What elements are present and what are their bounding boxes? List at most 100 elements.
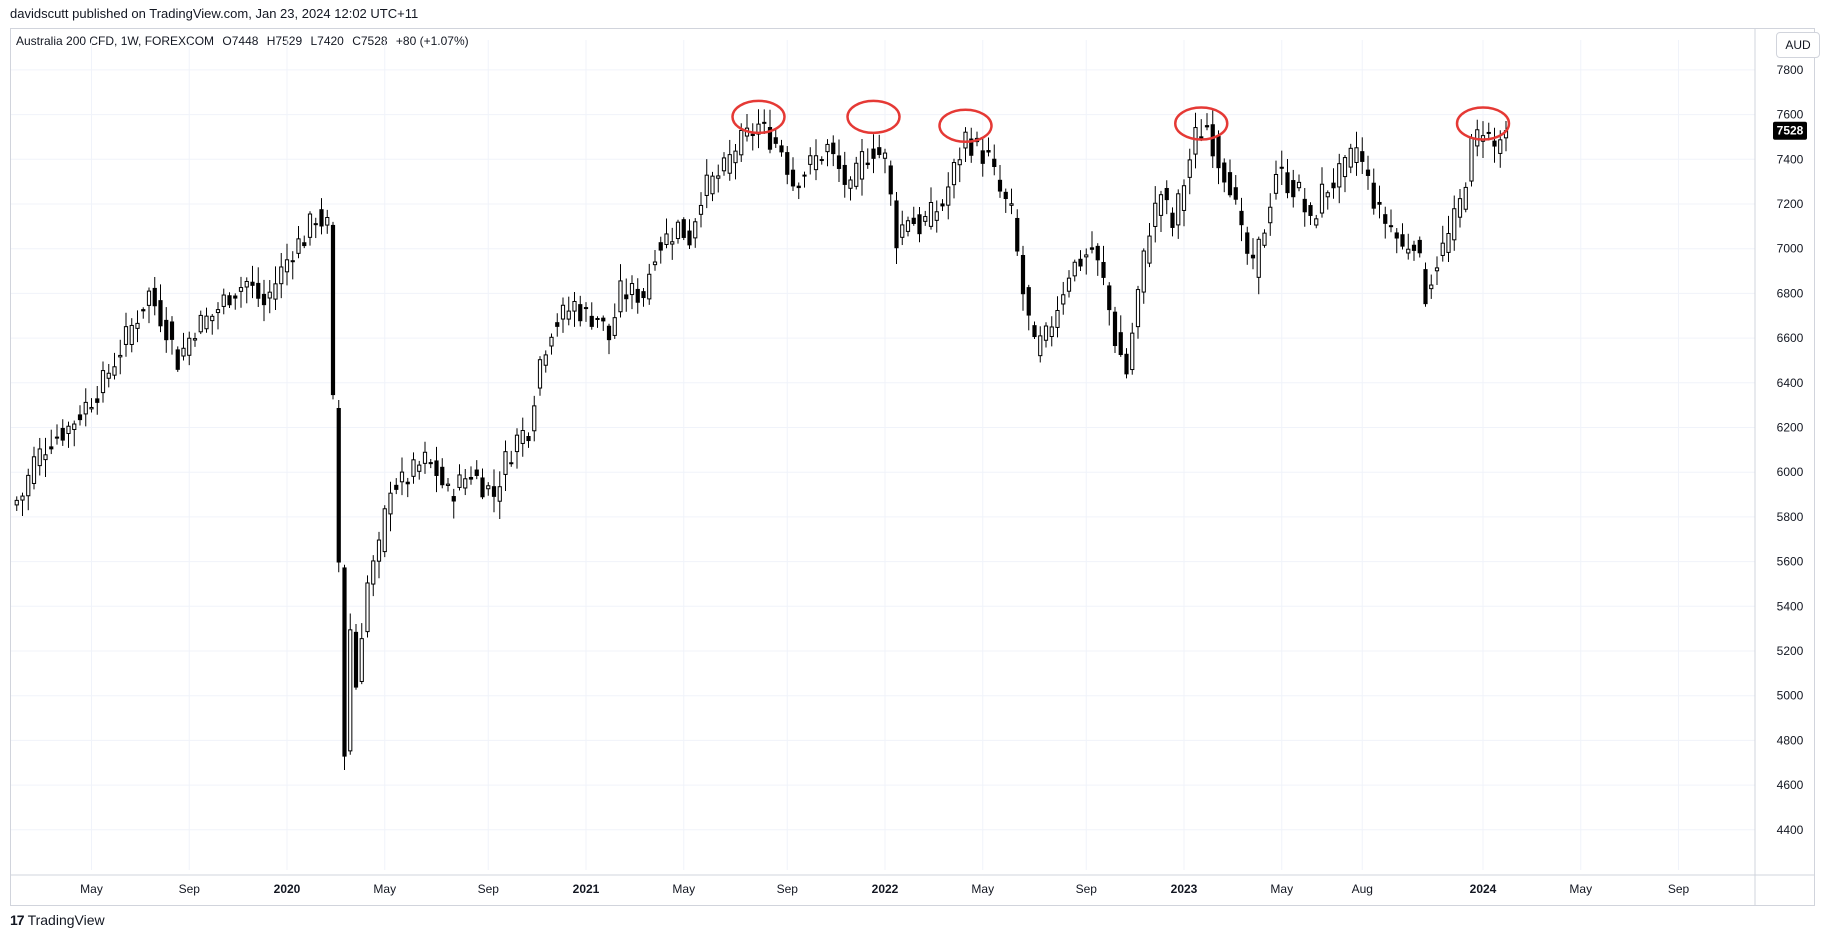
candle xyxy=(894,191,899,265)
candle xyxy=(629,275,635,310)
candle xyxy=(1429,274,1434,299)
candle xyxy=(1337,153,1342,204)
candle xyxy=(1015,209,1020,256)
candle-body xyxy=(1158,194,1164,216)
currency-button[interactable]: AUD xyxy=(1776,32,1820,58)
candle xyxy=(1204,113,1210,131)
candle-body xyxy=(1469,137,1474,182)
candle-body xyxy=(175,349,180,370)
candle-body xyxy=(1245,232,1250,254)
candle-body xyxy=(497,486,502,502)
candle-body xyxy=(1285,172,1290,194)
y-tick-label: 7000 xyxy=(1777,242,1804,256)
candle-body xyxy=(296,238,301,254)
tradingview-logo[interactable]: 17 TradingView xyxy=(10,912,105,928)
candle xyxy=(911,206,916,226)
candle-body xyxy=(1204,125,1210,128)
candle-body xyxy=(1061,294,1066,305)
candle xyxy=(992,144,997,176)
candle xyxy=(169,316,175,355)
candle xyxy=(89,398,94,413)
candle-body xyxy=(1020,254,1026,295)
candle xyxy=(790,157,796,191)
candle-body xyxy=(250,281,255,286)
candle-body xyxy=(353,631,359,688)
candle-body xyxy=(491,486,497,497)
candle-body xyxy=(1273,173,1279,194)
y-tick-label: 5600 xyxy=(1777,555,1804,569)
candle-body xyxy=(49,446,54,450)
candle xyxy=(951,158,957,199)
candle xyxy=(601,315,606,331)
candle-body xyxy=(1084,254,1089,258)
candle xyxy=(658,236,663,264)
candle-body xyxy=(210,315,215,322)
x-tick-label: 2020 xyxy=(274,882,301,896)
candle-body xyxy=(1049,326,1054,337)
candle-body xyxy=(1055,309,1060,328)
y-tick-label: 4600 xyxy=(1777,778,1804,792)
candle-body xyxy=(342,567,347,757)
candle-body xyxy=(1227,172,1233,196)
candle-body xyxy=(1268,206,1273,224)
x-tick-label: May xyxy=(672,882,695,896)
candle xyxy=(1009,188,1014,215)
candle xyxy=(152,276,157,316)
candle-body xyxy=(1170,212,1175,228)
candle-body xyxy=(1153,202,1158,227)
candle-body xyxy=(543,354,548,366)
candle xyxy=(445,478,451,492)
candle xyxy=(1170,207,1175,237)
candle-body xyxy=(992,158,997,168)
candle xyxy=(307,211,313,246)
legend-low: L7420 xyxy=(310,34,344,48)
candle xyxy=(762,109,767,135)
candle-body xyxy=(831,142,836,155)
candle xyxy=(836,139,842,182)
candle xyxy=(802,171,807,188)
candle-body xyxy=(474,469,479,476)
candle-body xyxy=(1337,163,1342,188)
candle xyxy=(290,251,295,280)
candle-body xyxy=(1078,258,1083,267)
candle-body xyxy=(302,242,307,247)
candle xyxy=(779,139,784,157)
candle-body xyxy=(37,448,42,467)
candle xyxy=(1066,270,1072,298)
candle xyxy=(215,302,221,330)
candle-body xyxy=(900,224,905,238)
candle xyxy=(1486,122,1491,141)
candle xyxy=(1423,262,1428,307)
candle xyxy=(934,200,939,233)
candle-body xyxy=(836,155,842,169)
candle xyxy=(181,332,186,361)
candle xyxy=(670,227,675,260)
legend-symbol[interactable]: Australia 200 CFD, 1W, FOREXCOM xyxy=(16,34,215,48)
candle xyxy=(1026,284,1031,331)
top-annotation-ellipse xyxy=(938,108,993,144)
candle xyxy=(210,313,215,335)
x-tick-label: 2023 xyxy=(1171,882,1198,896)
candle-body xyxy=(227,295,232,306)
candle-body xyxy=(26,474,31,497)
candle xyxy=(1101,245,1106,286)
candle-body xyxy=(31,456,37,484)
y-tick-label: 7200 xyxy=(1777,197,1804,211)
candle xyxy=(1164,180,1169,215)
candle xyxy=(261,279,267,322)
candle xyxy=(859,139,865,196)
candle-body xyxy=(1394,232,1399,239)
candle-body xyxy=(1141,250,1146,293)
candle-body xyxy=(693,221,698,239)
candle xyxy=(1181,179,1187,227)
candle xyxy=(1273,160,1279,200)
x-tick-label: May xyxy=(373,882,396,896)
candle-body xyxy=(773,137,778,144)
candle xyxy=(1078,250,1083,271)
candle xyxy=(882,148,888,174)
candle xyxy=(698,192,704,228)
candle-body xyxy=(951,162,957,186)
candle xyxy=(1176,189,1181,239)
candle-body xyxy=(629,283,635,296)
